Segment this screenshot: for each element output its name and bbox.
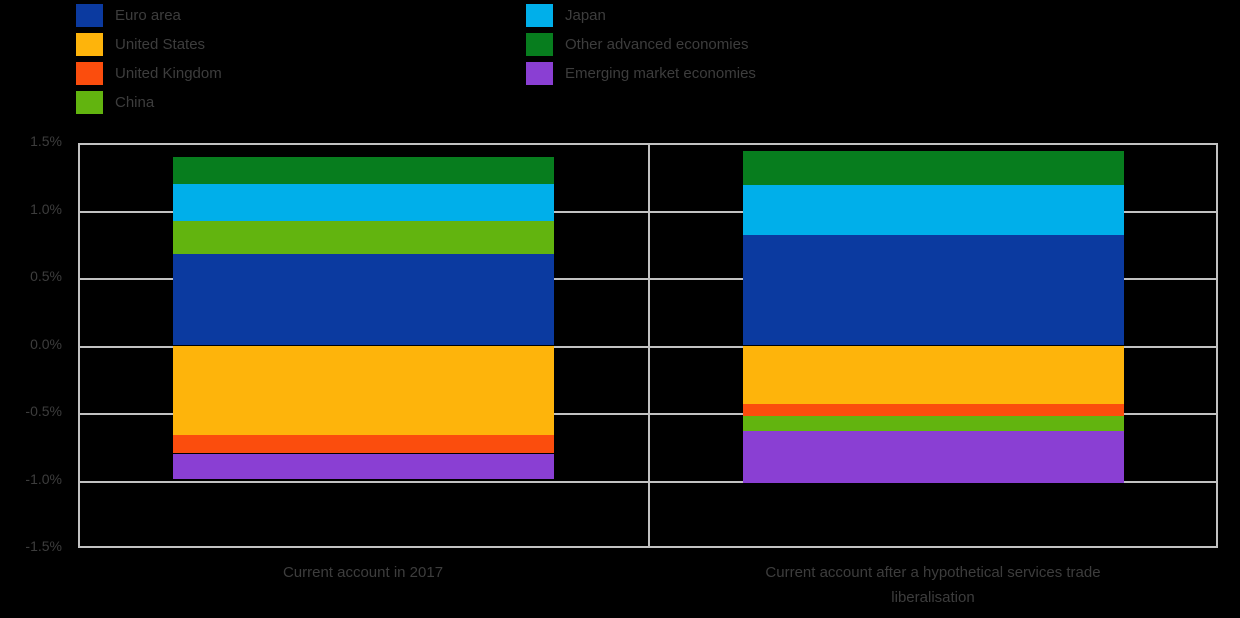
y-tick-label: 1.5% [30, 133, 62, 149]
bar-segment-china [172, 221, 554, 254]
bar-segment-other_advanced [742, 151, 1124, 185]
bar-segment-united_states [172, 345, 554, 435]
stacked-bar-1 [172, 145, 554, 546]
legend-swatch-united_kingdom [76, 62, 103, 85]
legend-label: Euro area [115, 7, 181, 24]
y-tick-label: -0.5% [25, 403, 62, 419]
y-tick-label: 0.0% [30, 335, 62, 352]
bar-segment-euro_area [172, 253, 554, 346]
y-tick-label: -1.0% [25, 470, 62, 487]
legend-item-united_states: United States [76, 33, 476, 57]
x-axis-label-line: Current account after a hypothetical ser… [765, 564, 1101, 581]
x-axis-label-2: Current account after a hypothetical ser… [653, 560, 1213, 610]
panel-divider [648, 145, 650, 546]
legend-item-euro_area: Euro area [76, 4, 476, 28]
legend-swatch-emerging [526, 62, 553, 85]
legend-label: China [115, 94, 155, 111]
bar-segment-united_states [742, 345, 1124, 404]
bar-segment-other_advanced [172, 156, 554, 184]
bar-segment-united_kingdom [742, 403, 1124, 416]
legend-swatch-china [76, 91, 103, 114]
y-tick-label: -1.5% [25, 538, 62, 554]
y-tick-label: 0.5% [30, 268, 62, 284]
bar-segment-euro_area [742, 234, 1124, 346]
plot-area [78, 143, 1218, 548]
x-axis-label-line: Current account in 2017 [282, 564, 444, 581]
legend-swatch-euro_area [76, 4, 103, 27]
legend-label: Other advanced economies [565, 36, 749, 53]
bar-segment-japan [742, 184, 1124, 235]
legend-label: Emerging market economies [565, 65, 756, 82]
y-tick-label: 1.0% [30, 200, 62, 217]
bar-segment-china [742, 415, 1124, 431]
legend-item-united_kingdom: United Kingdom [76, 62, 476, 86]
legend-swatch-japan [526, 4, 553, 27]
legend-swatch-other_advanced [526, 33, 553, 56]
legend-label: United Kingdom [115, 65, 222, 82]
stacked-bar-2 [742, 145, 1124, 546]
legend-item-japan: Japan [526, 4, 926, 28]
legend-label: Japan [565, 7, 606, 24]
legend-swatch-united_states [76, 33, 103, 56]
legend-label: United States [115, 36, 206, 53]
bar-segment-united_kingdom [172, 434, 554, 454]
legend-item-other_advanced: Other advanced economies [526, 33, 926, 57]
bar-segment-emerging [742, 430, 1124, 484]
x-axis-label-line: liberalisation [891, 589, 975, 606]
bar-segment-emerging [172, 453, 554, 480]
bar-segment-japan [172, 183, 554, 222]
legend-item-emerging: Emerging market economies [526, 62, 926, 86]
x-axis-label-1: Current account in 2017 [83, 560, 643, 585]
legend-item-china: China [76, 91, 476, 115]
